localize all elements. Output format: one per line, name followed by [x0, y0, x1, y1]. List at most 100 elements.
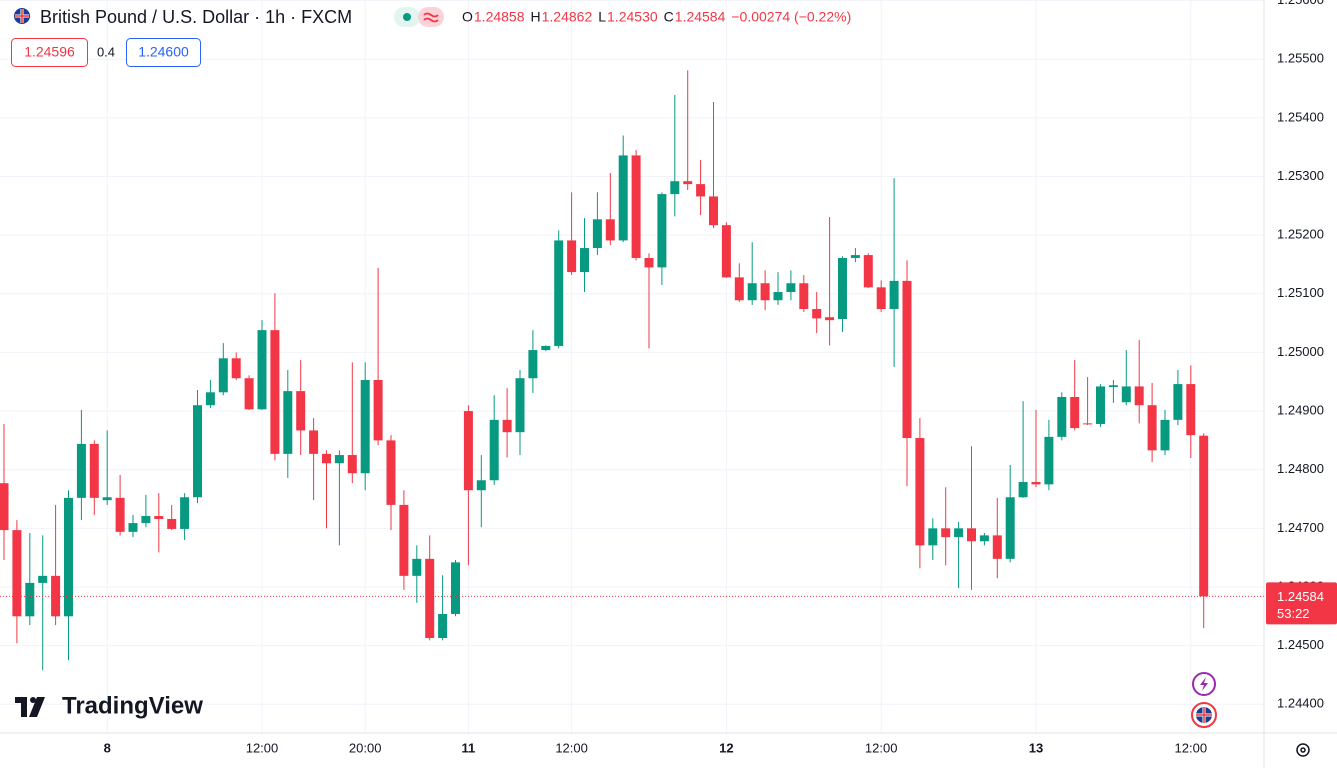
price-change: −0.00274 (−0.22%) [731, 9, 851, 25]
countdown: 53:22 [1277, 606, 1310, 621]
candle-body [451, 562, 460, 614]
lightning [1200, 677, 1208, 691]
candle-body [786, 283, 796, 293]
delay-pill[interactable] [418, 7, 444, 27]
candle-body [825, 317, 835, 321]
candle-body [115, 497, 125, 532]
candle-body [928, 528, 938, 546]
y-tick-label: 1.25500 [1277, 51, 1324, 66]
candle-body [1070, 396, 1080, 429]
ask-price: 1.24600 [138, 44, 189, 60]
candle-body [64, 497, 73, 617]
candle-body [592, 219, 602, 249]
candle-body [1186, 384, 1196, 436]
candle-body [128, 523, 138, 532]
y-tick-label: 1.24400 [1277, 696, 1324, 711]
candle-body [580, 248, 589, 273]
ohlc-value: 1.24584 [675, 9, 726, 25]
candle-body [76, 443, 86, 498]
price-label: 1.24584 [1277, 589, 1324, 604]
candle-body [618, 155, 628, 241]
candle-body [270, 330, 280, 454]
y-tick-label: 1.25100 [1277, 285, 1324, 300]
candle-body [709, 196, 718, 226]
candle-body [554, 240, 564, 346]
candle-body [1096, 386, 1105, 424]
candle-body [360, 379, 370, 474]
candle-body [721, 225, 731, 278]
flag-cross-red [1196, 707, 1212, 723]
candle-body [631, 155, 641, 259]
x-tick-label: 12:00 [555, 740, 588, 755]
candle-body [1147, 405, 1157, 451]
candle-body [967, 528, 976, 542]
ohlc-legend: O 1.24858 H 1.24862 L 1.24530 C 1.24584 −0.00274… [462, 9, 851, 25]
candle-body [1018, 482, 1028, 498]
y-tick-label: 1.24500 [1277, 637, 1324, 652]
candle-body [528, 350, 538, 379]
candle-body [309, 430, 319, 454]
candle-body [244, 378, 254, 410]
ohlc-value: 1.24858 [474, 9, 525, 25]
candle-body [25, 582, 35, 617]
candle-body [1199, 435, 1209, 597]
x-tick-label: 12:00 [1175, 740, 1208, 755]
candle-body [863, 255, 873, 288]
y-tick-label: 1.24700 [1277, 520, 1324, 535]
ohlc-value: 1.24530 [607, 9, 658, 25]
candle-body [463, 411, 473, 491]
grid [0, 0, 1264, 733]
y-tick-label: 1.24900 [1277, 403, 1324, 418]
candle-body [954, 528, 964, 538]
candle-body [12, 530, 22, 617]
candle-body [696, 184, 706, 197]
symbol-title: British Pound / U.S. Dollar · 1h · FXCM [40, 7, 352, 27]
candle-body [941, 528, 951, 538]
candle-body [1121, 386, 1131, 403]
spread: 0.4 [97, 44, 115, 59]
x-tick-label: 11 [462, 740, 476, 755]
buy-button[interactable] [126, 38, 201, 67]
candle-body [670, 181, 680, 195]
candle-body [51, 575, 61, 617]
candle-body [979, 535, 989, 542]
candle-body [760, 283, 770, 301]
candle-body [154, 516, 164, 519]
candle-body [1044, 436, 1054, 485]
candle-body [38, 575, 48, 583]
ohlc-key: O [462, 9, 473, 25]
x-tick-label: 20:00 [349, 740, 382, 755]
candle-body [334, 455, 344, 464]
candle-body [644, 258, 654, 268]
candle-body [799, 283, 809, 310]
candle-body [489, 419, 499, 481]
candle-body [541, 345, 551, 351]
candle-body [283, 391, 293, 454]
x-tick-label: 12:00 [865, 740, 898, 755]
candle-body [218, 358, 228, 393]
candle-body [89, 443, 99, 498]
candle-body [747, 283, 757, 301]
candle-body [438, 613, 448, 639]
sell-button[interactable] [11, 38, 88, 67]
candle-body [296, 391, 306, 431]
candle-body [476, 480, 486, 491]
axes: 1.24400 1.24500 1.24600 1.24700 1.24800 1.249… [104, 0, 1324, 755]
settings-icon[interactable] [1296, 743, 1310, 757]
candle-body [1005, 497, 1015, 559]
candle-body [683, 181, 693, 185]
candle-body [231, 358, 241, 379]
candle-body [347, 455, 357, 474]
candle-body [1134, 386, 1144, 406]
candle-body [734, 277, 744, 301]
candle-body [502, 419, 512, 433]
y-tick-label: 1.25200 [1277, 227, 1324, 242]
candle-body [193, 405, 202, 498]
symbol-icon [14, 8, 30, 24]
candle-body [605, 219, 615, 241]
candle-body [889, 280, 899, 310]
candle-body [386, 440, 396, 505]
candle-body [657, 194, 667, 268]
